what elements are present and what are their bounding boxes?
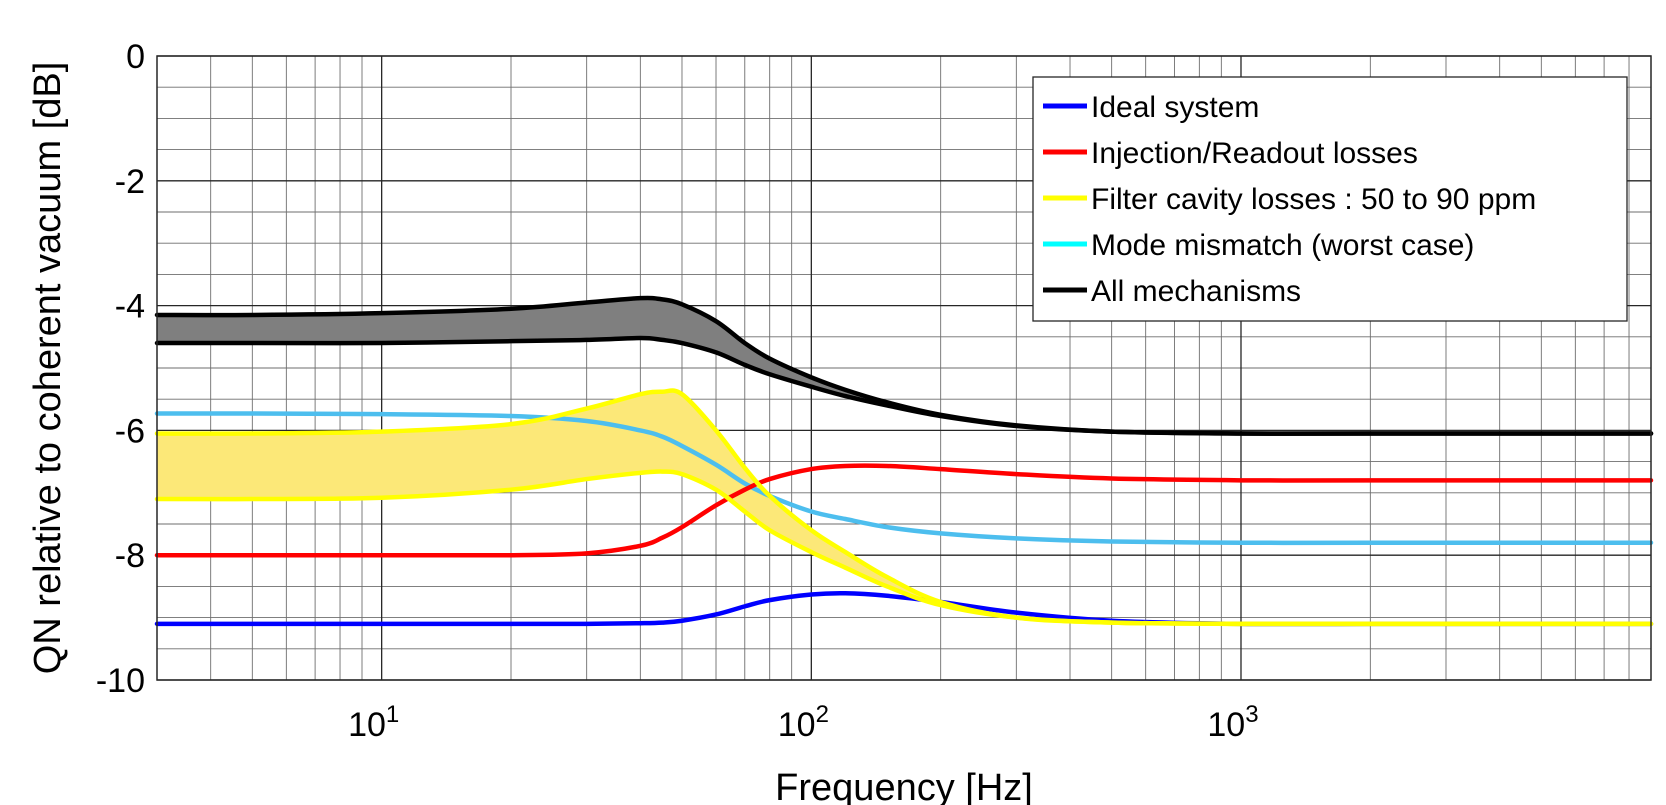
legend-label: Injection/Readout losses: [1091, 137, 1418, 170]
series-line-lower-4: [154, 335, 1654, 436]
x-tick-exponent: 2: [816, 701, 829, 728]
x-tick-base: 10: [348, 706, 386, 744]
y-axis-title: QN relative to coherent vacuum [dB]: [27, 62, 69, 675]
x-tick-label: 103: [1207, 701, 1258, 744]
y-tick-label: -2: [115, 163, 145, 201]
x-axis-title: Frequency [Hz]: [775, 767, 1033, 805]
y-tick-label: -8: [115, 537, 145, 575]
x-tick-exponent: 3: [1245, 701, 1258, 728]
x-tick-labels: 101 102 103: [348, 701, 1259, 744]
series-line-lower-2: [154, 469, 1654, 627]
legend-label: Filter cavity losses : 50 to 90 ppm: [1091, 183, 1536, 216]
x-tick-label: 101: [348, 701, 399, 744]
legend-label: Ideal system: [1091, 91, 1259, 124]
legend-box: [1032, 76, 1628, 322]
shaded-bands: [157, 297, 1651, 624]
band-4: [157, 297, 1651, 434]
x-tick-exponent: 1: [386, 701, 399, 728]
series-line-1: [154, 463, 1654, 558]
series-line-3: [154, 411, 1654, 546]
x-tick-base: 10: [778, 706, 816, 744]
y-tick-label: -10: [96, 662, 145, 700]
legend-label: Mode mismatch (worst case): [1091, 229, 1474, 262]
y-tick-label: -6: [115, 412, 145, 450]
series-lines: [154, 295, 1654, 627]
x-tick-label: 102: [778, 701, 829, 744]
x-tick-base: 10: [1207, 706, 1245, 744]
y-tick-label: -4: [115, 288, 145, 326]
band-2: [157, 390, 1651, 624]
y-tick-labels: 0 -2 -4 -6 -8 -10: [96, 38, 145, 700]
y-tick-label: 0: [126, 38, 145, 76]
plot-frame: [156, 55, 1652, 681]
legend: Ideal system Injection/Readout losses Filt…: [1032, 76, 1628, 322]
legend-label: All mechanisms: [1091, 275, 1301, 308]
